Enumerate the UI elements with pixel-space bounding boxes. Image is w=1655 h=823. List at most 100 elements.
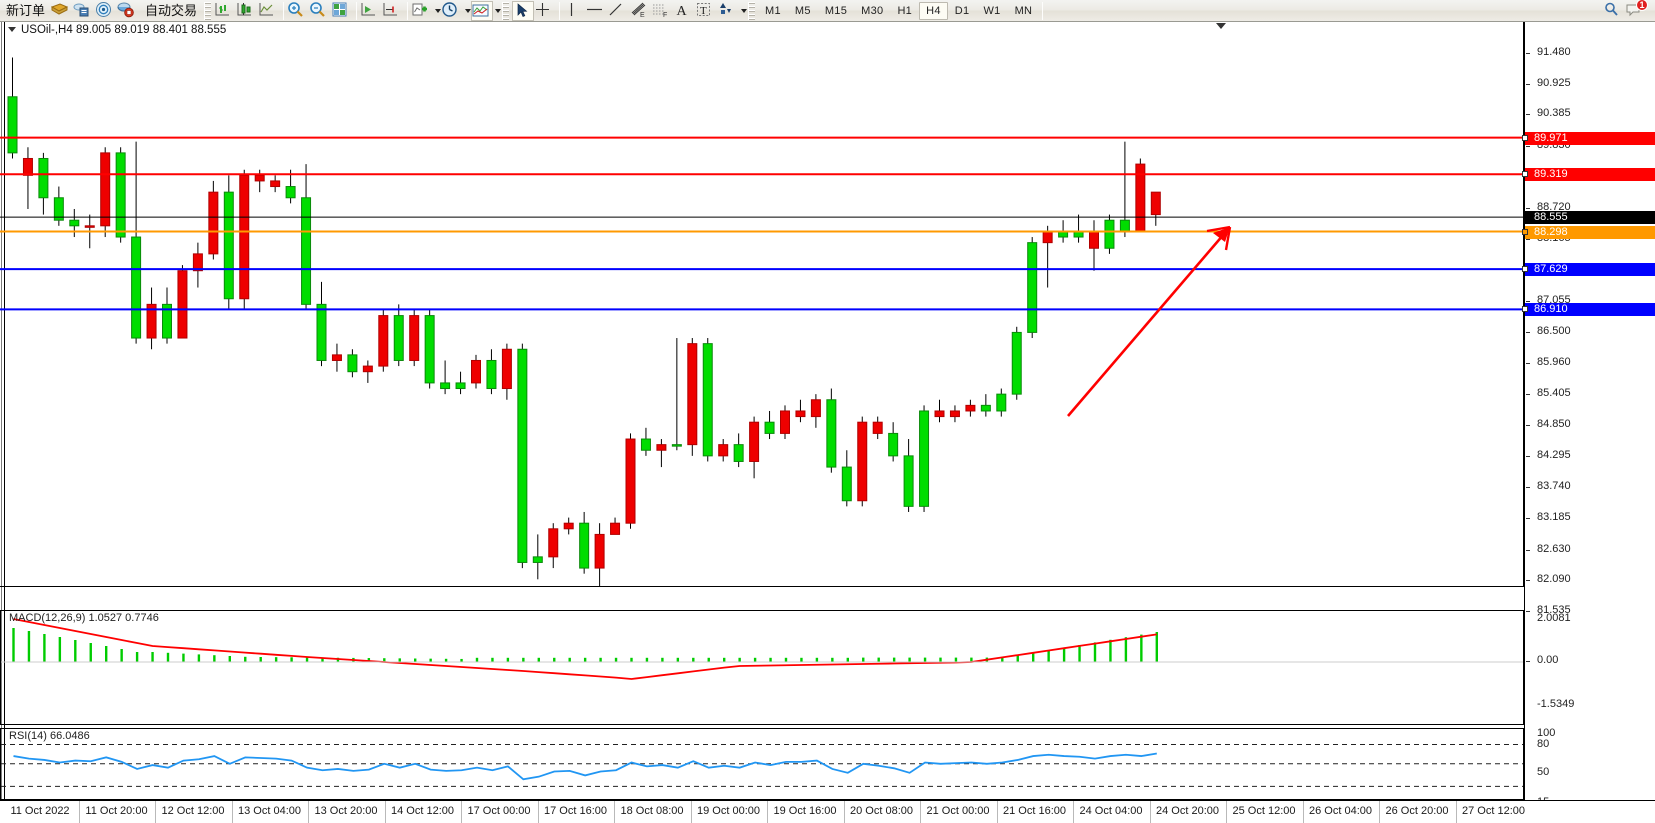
price-axis-tick-label: 83.740 bbox=[1537, 480, 1571, 493]
time-axis-label: 17 Oct 00:00 bbox=[467, 805, 531, 817]
cursor-icon[interactable] bbox=[512, 0, 535, 21]
rsi-pane[interactable]: RSI(14) 66.0486 bbox=[0, 728, 1524, 800]
time-axis-divider bbox=[155, 801, 156, 823]
crosshair-icon[interactable] bbox=[534, 1, 556, 21]
time-axis-divider bbox=[614, 801, 615, 823]
add-indicator-dropdown-caret[interactable] bbox=[435, 8, 442, 13]
timeframe-m1[interactable]: M1 bbox=[765, 4, 781, 17]
main-toolbar: 新订单 自动交易 bbox=[0, 0, 1655, 22]
time-axis-divider bbox=[1149, 801, 1151, 823]
zoom-out-icon[interactable] bbox=[309, 1, 331, 21]
price-pane[interactable]: USOil-,H4 89.005 89.019 88.401 88.555 bbox=[0, 22, 1524, 587]
price-candles-svg bbox=[0, 57, 1524, 587]
timeframe-m30[interactable]: M30 bbox=[861, 4, 884, 17]
price-axis-tick bbox=[1526, 518, 1530, 520]
toolbar-grip[interactable] bbox=[502, 1, 510, 20]
data-window-icon[interactable] bbox=[73, 1, 95, 21]
toolbar-separator bbox=[1042, 1, 1044, 20]
price-level-label-entry[interactable]: 88.298 bbox=[1522, 225, 1655, 239]
time-axis-divider bbox=[384, 801, 386, 823]
auto-scroll-icon[interactable] bbox=[360, 1, 382, 21]
period-clock-icon[interactable] bbox=[441, 1, 463, 21]
chart-window-tile-icon[interactable] bbox=[331, 1, 353, 21]
timeframe-h1[interactable]: H1 bbox=[897, 4, 913, 17]
price-level-label-resistance[interactable]: 89.319 bbox=[1522, 168, 1655, 182]
price-axis[interactable]: 91.48090.92590.38589.83089.27588.72088.1… bbox=[1522, 22, 1655, 814]
price-axis-tick bbox=[1526, 456, 1530, 458]
price-axis-tick-label: 86.500 bbox=[1537, 325, 1571, 338]
time-axis[interactable]: 11 Oct 2022 11 Oct 20:00 12 Oct 12:00 13 Oc… bbox=[0, 800, 1655, 823]
chart-area[interactable]: USOil-,H4 89.005 89.019 88.401 88.555 MA… bbox=[0, 22, 1655, 823]
macd-pane[interactable]: MACD(12,26,9) 1.0527 0.7746 bbox=[0, 610, 1524, 725]
timeframe-d1[interactable]: D1 bbox=[954, 4, 970, 17]
time-axis-label: 26 Oct 04:00 bbox=[1309, 805, 1372, 817]
bar-chart-icon[interactable] bbox=[214, 1, 236, 21]
price-axis-tick bbox=[1526, 425, 1530, 426]
vertical-line-icon[interactable] bbox=[563, 1, 585, 21]
fibonacci-icon[interactable]: F bbox=[651, 1, 673, 21]
macd-axis-label: 0.00 bbox=[1537, 654, 1559, 666]
templates-icon[interactable] bbox=[471, 0, 494, 21]
time-axis-label: 27 Oct 12:00 bbox=[1462, 805, 1525, 817]
shapes-dropdown-caret[interactable] bbox=[741, 8, 748, 13]
level-drag-handle[interactable] bbox=[1522, 228, 1528, 235]
toolbar-separator bbox=[559, 1, 561, 20]
signal-icon[interactable] bbox=[95, 1, 117, 21]
price-axis-tick bbox=[1526, 579, 1530, 581]
chart-menu-triangle-icon[interactable] bbox=[8, 27, 16, 33]
new-order-button[interactable]: 新订单 bbox=[0, 1, 51, 21]
expert-advisor-icon[interactable] bbox=[117, 1, 139, 21]
line-chart-icon[interactable] bbox=[258, 1, 280, 21]
text-icon[interactable]: A bbox=[673, 1, 695, 21]
price-axis-tick bbox=[1526, 114, 1530, 116]
timeframe-m15[interactable]: M15 bbox=[824, 4, 848, 17]
svg-text:F: F bbox=[663, 12, 667, 18]
timeframe-mn[interactable]: MN bbox=[1014, 4, 1033, 17]
price-axis-tick-label: 84.295 bbox=[1537, 449, 1571, 462]
timeframe-h4[interactable]: H4 bbox=[919, 1, 948, 20]
shapes-icon[interactable] bbox=[717, 1, 739, 21]
time-axis-label: 19 Oct 16:00 bbox=[773, 805, 837, 817]
time-axis-divider bbox=[1455, 801, 1457, 823]
horizontal-line-icon[interactable] bbox=[585, 1, 607, 21]
toolbar-separator bbox=[283, 1, 285, 20]
timeframe-w1[interactable]: W1 bbox=[983, 4, 1001, 17]
price-axis-tick bbox=[1526, 84, 1530, 86]
add-indicator-icon[interactable] bbox=[411, 1, 433, 21]
trendline-icon[interactable] bbox=[607, 1, 629, 21]
macd-axis-label: -1.5349 bbox=[1537, 698, 1575, 710]
time-axis-divider bbox=[461, 801, 462, 823]
level-drag-handle[interactable] bbox=[1522, 266, 1528, 273]
toolbar-grip[interactable] bbox=[204, 1, 212, 20]
trend-arrow-annotation[interactable] bbox=[1067, 225, 1232, 417]
autotrading-button[interactable]: 自动交易 bbox=[139, 1, 203, 21]
equidistant-channel-icon[interactable]: E bbox=[629, 1, 651, 21]
notifications-icon[interactable]: 1 bbox=[1625, 0, 1648, 21]
folder-icon[interactable] bbox=[51, 1, 73, 21]
notification-badge: 1 bbox=[1636, 0, 1648, 11]
time-axis-label: 12 Oct 12:00 bbox=[161, 805, 225, 817]
level-drag-handle[interactable] bbox=[1522, 134, 1528, 141]
price-axis-tick-label: 85.960 bbox=[1537, 355, 1571, 368]
time-axis-label: 17 Oct 16:00 bbox=[544, 805, 607, 817]
zoom-in-icon[interactable] bbox=[287, 1, 309, 21]
time-axis-label: 18 Oct 08:00 bbox=[620, 805, 684, 817]
price-level-label-support[interactable]: 86.910 bbox=[1522, 303, 1655, 317]
price-level-label-resistance[interactable]: 89.971 bbox=[1522, 131, 1655, 145]
price-axis-tick-label: 87.055 bbox=[1537, 294, 1571, 307]
price-axis-tick-label: 85.405 bbox=[1537, 386, 1571, 399]
chart-shift-icon[interactable] bbox=[382, 1, 404, 21]
toolbar-grip[interactable] bbox=[748, 1, 756, 20]
chart-collapse-caret[interactable] bbox=[1216, 23, 1226, 29]
timeframe-m5[interactable]: M5 bbox=[794, 4, 811, 17]
templates-dropdown-caret[interactable] bbox=[495, 8, 502, 13]
time-axis-label: 14 Oct 12:00 bbox=[391, 805, 454, 817]
level-drag-handle[interactable] bbox=[1522, 306, 1528, 313]
price-level-label-support[interactable]: 87.629 bbox=[1522, 263, 1655, 277]
time-axis-label: 26 Oct 20:00 bbox=[1385, 805, 1449, 817]
candlestick-chart-icon[interactable] bbox=[236, 1, 258, 21]
text-label-icon[interactable]: T bbox=[695, 1, 717, 21]
level-drag-handle[interactable] bbox=[1522, 171, 1528, 178]
period-dropdown-caret[interactable] bbox=[465, 8, 472, 13]
search-icon[interactable] bbox=[1603, 1, 1625, 21]
